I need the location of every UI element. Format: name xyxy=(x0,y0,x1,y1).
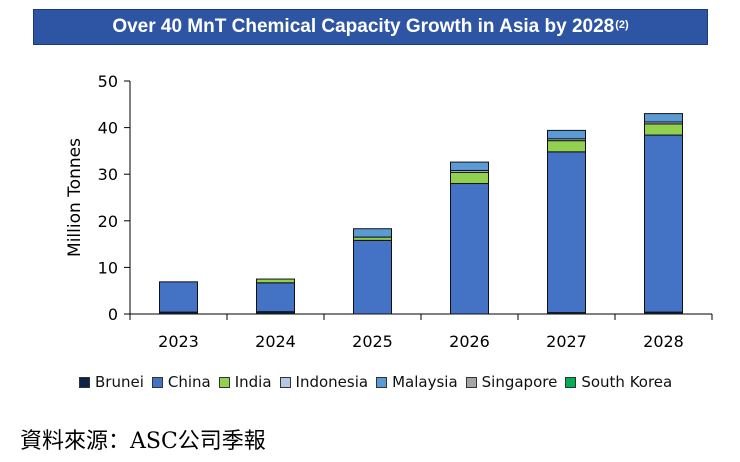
legend-swatch xyxy=(565,376,577,388)
legend-label: China xyxy=(167,373,211,391)
legend-label: Brunei xyxy=(95,373,144,391)
source-note: 資料來源：ASC公司季報 xyxy=(20,429,266,454)
bar-segment-china-2028 xyxy=(644,134,683,313)
legend-swatch xyxy=(376,376,388,388)
x-tick-label: 2023 xyxy=(158,332,199,351)
x-tick-label: 2028 xyxy=(643,332,684,351)
legend-label: India xyxy=(234,373,272,391)
bar-segment-china-2027 xyxy=(547,151,586,314)
legend-item: China xyxy=(151,373,211,391)
chart-title-bar: Over 40 MnT Chemical Capacity Growth in … xyxy=(33,9,708,45)
legend-swatch xyxy=(151,376,163,388)
bar-segment-malaysia-2028 xyxy=(644,113,683,123)
x-tick-label: 2025 xyxy=(352,332,393,351)
legend-item: Malaysia xyxy=(376,373,458,391)
legend-label: Malaysia xyxy=(392,373,458,391)
bar-segment-china-2024 xyxy=(256,282,295,313)
x-tick-label: 2027 xyxy=(546,332,587,351)
y-tick-label: 0 xyxy=(108,305,118,324)
legend-item: Singapore xyxy=(465,373,558,391)
y-tick-label: 10 xyxy=(98,258,118,277)
legend-swatch xyxy=(465,376,477,388)
bar-segment-china-2026 xyxy=(450,183,489,315)
legend-label: South Korea xyxy=(581,373,673,391)
stacked-bar-chart: 0 10 20 30 40 50 Million Tonnes 2023 2024 2025 202… xyxy=(65,72,713,351)
x-tick-label: 2024 xyxy=(255,332,296,351)
bar-segment-india-2028 xyxy=(644,123,683,136)
bar-segment-malaysia-2025 xyxy=(353,228,392,238)
legend-label: Singapore xyxy=(481,373,558,391)
bar-segment-malaysia-2026 xyxy=(450,161,489,171)
legend-item: India xyxy=(218,373,272,391)
chart-title: Over 40 MnT Chemical Capacity Growth in … xyxy=(112,16,615,37)
legend-item: Indonesia xyxy=(279,373,369,391)
chart-title-footnote: (2) xyxy=(615,19,629,31)
legend-swatch xyxy=(79,376,90,388)
legend-item: South Korea xyxy=(565,373,672,391)
bar-segment-india-2026 xyxy=(450,171,489,185)
bar-segment-india-2027 xyxy=(547,140,586,153)
legend-item: Brunei xyxy=(79,373,144,391)
legend-label: Indonesia xyxy=(295,373,369,391)
y-tick-label: 30 xyxy=(98,165,118,184)
y-tick-label: 20 xyxy=(98,212,118,231)
legend-swatch xyxy=(279,376,291,388)
bar-segment-malaysia-2027 xyxy=(547,129,586,140)
y-axis-label: Million Tonnes xyxy=(65,138,85,257)
bar-segment-india-2024 xyxy=(256,278,295,284)
y-tick-label: 50 xyxy=(98,72,118,91)
y-tick-label: 40 xyxy=(98,119,118,138)
legend-swatch xyxy=(218,376,230,388)
chart-legend: Brunei China India Indonesia Malaysia Singapo… xyxy=(79,372,680,392)
x-tick-label: 2026 xyxy=(449,332,490,351)
bar-segment-china-2023 xyxy=(159,281,198,313)
bar-segment-china-2025 xyxy=(353,239,392,315)
